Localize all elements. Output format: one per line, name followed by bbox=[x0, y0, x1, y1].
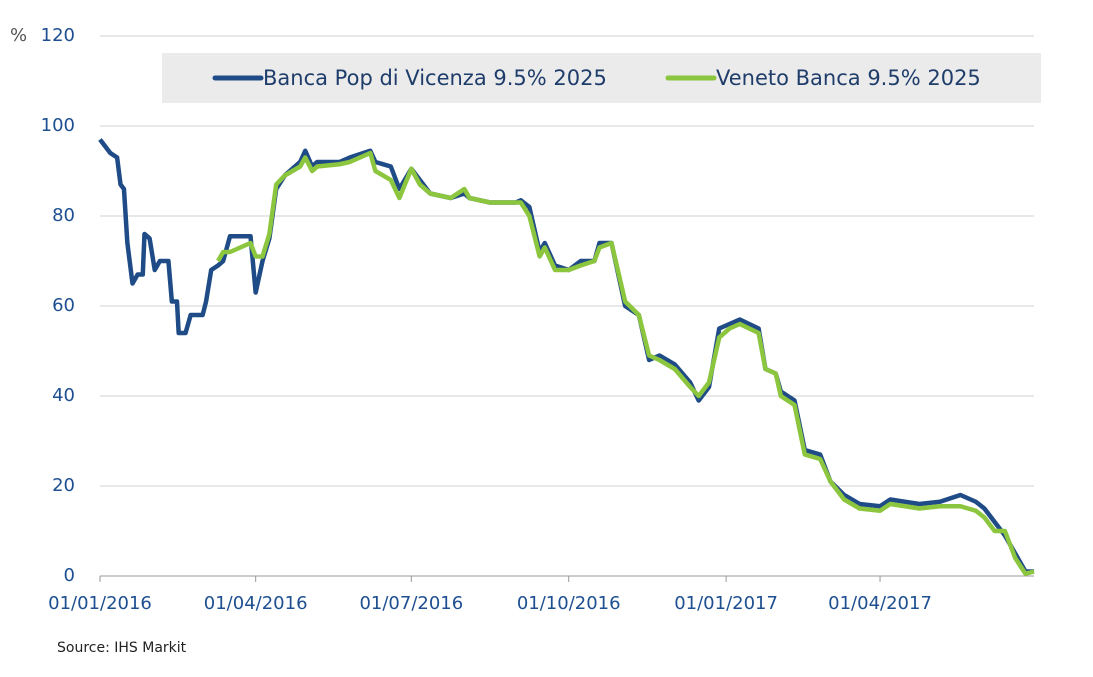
x-tick-label: 01/01/2017 bbox=[674, 593, 778, 614]
x-tick-label: 01/07/2016 bbox=[359, 593, 463, 614]
source-note: Source: IHS Markit bbox=[57, 640, 187, 656]
series-line bbox=[216, 150, 1035, 576]
legend-label: Banca Pop di Vicenza 9.5% 2025 bbox=[263, 66, 607, 90]
y-tick-label: 80 bbox=[52, 205, 75, 226]
legend-box bbox=[162, 53, 1041, 103]
y-tick-label: 100 bbox=[41, 115, 75, 136]
y-tick-label: 120 bbox=[41, 25, 75, 46]
legend-label: Veneto Banca 9.5% 2025 bbox=[716, 66, 981, 90]
y-tick-label: 40 bbox=[52, 385, 75, 406]
x-tick-label: 01/04/2016 bbox=[204, 593, 308, 614]
y-unit-label: % bbox=[10, 25, 27, 46]
y-tick-label: 0 bbox=[64, 565, 75, 586]
x-tick-label: 01/01/2016 bbox=[48, 593, 152, 614]
x-tick-label: 01/10/2016 bbox=[517, 593, 621, 614]
y-tick-label: 60 bbox=[52, 295, 75, 316]
x-tick-label: 01/04/2017 bbox=[828, 593, 932, 614]
y-tick-label: 20 bbox=[52, 475, 75, 496]
